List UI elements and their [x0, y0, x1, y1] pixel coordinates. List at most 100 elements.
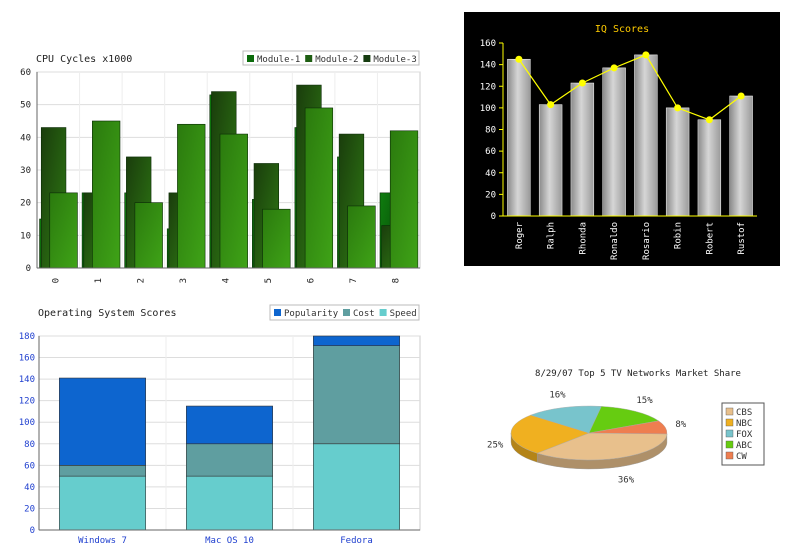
iq-chart-title: IQ Scores — [595, 24, 649, 35]
cpu-y-tick-label: 50 — [20, 101, 31, 111]
iq-series-line — [518, 54, 742, 121]
pie-slice-cw — [588, 420, 668, 435]
cpu-x-tick-label: 8 — [392, 278, 402, 283]
iq-y-tick-label: 0 — [491, 212, 496, 222]
cpu-y-tick-label: 10 — [20, 231, 31, 241]
iq-y-tick-label: 20 — [485, 190, 496, 200]
iq-y-tick-label: 140 — [480, 61, 496, 71]
os-y-tick-label: 20 — [24, 504, 35, 514]
iq-chart-line — [515, 51, 745, 124]
cpu-legend-swatch — [305, 55, 313, 62]
cpu-legend-swatch — [247, 55, 254, 62]
cpu-bar-module-3 — [347, 205, 376, 269]
os-x-tick-label: Mac OS 10 — [205, 536, 254, 546]
iq-y-tick-label: 100 — [480, 104, 496, 114]
cpu-bar-module-3 — [304, 107, 334, 269]
iq-bar — [538, 104, 563, 217]
tv-networks-chart: 8/29/07 Top 5 TV Networks Market Share 3… — [487, 369, 765, 486]
os-x-tick-label: Windows 7 — [78, 536, 127, 546]
cpu-bar-module-3 — [262, 208, 291, 269]
pie-slice-label: 25% — [487, 440, 504, 450]
iq-x-tick-label: Ronaldo — [610, 222, 620, 260]
os-y-tick-label: 0 — [30, 526, 35, 536]
os-bar-popularity — [313, 335, 400, 346]
pie-slice-label: 16% — [549, 390, 566, 400]
cpu-chart-bars — [39, 84, 419, 269]
pie-legend-swatch — [725, 440, 734, 449]
iq-line-point — [578, 79, 586, 87]
os-bar-speed — [313, 443, 400, 531]
cpu-y-tick-label: 40 — [20, 133, 31, 143]
tv-chart-pie: 36% 25% 16% 15% 8% — [487, 390, 687, 485]
pie-legend-label: CW — [736, 452, 747, 462]
os-bar-popularity — [186, 405, 273, 445]
os-bar-cost — [59, 465, 146, 477]
iq-scores-chart: IQ Scores 0 20 40 60 80 100 120 140 160 Roger Ralp… — [464, 12, 780, 266]
os-bar-cost — [186, 443, 273, 477]
os-y-tick-label: 60 — [24, 461, 35, 471]
iq-x-tick-label: Rosario — [642, 222, 652, 260]
cpu-chart-legend: Module-1 Module-2 Module-3 — [242, 50, 420, 66]
os-chart-axes: 0 20 40 60 80 100 120 140 160 180 Windows 7 Mac OS … — [19, 332, 420, 546]
cpu-cycles-chart: CPU Cycles x1000 Module-1 Module-2 Module-… — [20, 50, 421, 283]
pie-legend-swatch — [725, 429, 734, 438]
iq-line-point — [610, 64, 618, 72]
os-y-tick-label: 180 — [19, 332, 35, 342]
os-y-tick-label: 120 — [19, 397, 35, 407]
pie-legend-swatch — [725, 418, 734, 427]
cpu-x-tick-label: 4 — [222, 278, 232, 283]
os-legend-swatch — [274, 309, 281, 316]
iq-x-tick-label: Ralph — [547, 222, 557, 249]
cpu-bar-module-3 — [92, 120, 121, 269]
os-chart-bars — [59, 335, 400, 531]
tv-chart-title: 8/29/07 Top 5 TV Networks Market Share — [535, 369, 741, 379]
cpu-bar-module-3 — [177, 123, 206, 269]
iq-line-point — [705, 116, 713, 124]
pie-legend-swatch — [725, 407, 734, 416]
os-chart-legend: Popularity Cost Speed — [269, 304, 420, 321]
os-y-tick-label: 140 — [19, 375, 35, 385]
pie-slice-label: 15% — [636, 396, 653, 406]
pie-slice-fox — [530, 405, 602, 434]
os-bar-speed — [59, 475, 146, 531]
cpu-chart-axes: 0 10 20 30 40 50 60 0 1 2 3 4 5 6 7 8 — [20, 68, 420, 283]
os-legend-label: Speed — [390, 309, 417, 319]
cpu-y-tick-label: 20 — [20, 199, 31, 209]
cpu-bar-module-3 — [389, 130, 419, 269]
pie-legend-swatch — [725, 451, 734, 460]
pie-slice-nbc — [510, 414, 590, 454]
cpu-y-tick-label: 60 — [20, 68, 31, 78]
cpu-legend-label: Module-1 — [257, 55, 300, 65]
iq-line-point — [515, 55, 523, 63]
cpu-x-tick-label: 5 — [264, 278, 274, 283]
cpu-y-tick-label: 0 — [26, 264, 31, 274]
cpu-bar-module-3 — [219, 133, 248, 269]
iq-x-tick-label: Roger — [515, 221, 525, 249]
pie-legend-label: ABC — [736, 441, 752, 451]
os-legend-swatch — [379, 309, 387, 316]
cpu-x-tick-label: 3 — [179, 278, 189, 283]
iq-chart-bars — [507, 54, 753, 217]
iq-y-tick-label: 120 — [480, 82, 496, 92]
iq-y-tick-label: 60 — [485, 147, 496, 157]
cpu-legend-label: Module-2 — [315, 55, 358, 65]
iq-bar — [729, 95, 753, 217]
iq-bar — [602, 67, 626, 217]
pie-slice-label: 36% — [618, 476, 635, 486]
os-y-tick-label: 80 — [24, 440, 35, 450]
os-bar-cost — [313, 345, 400, 445]
iq-bar — [665, 107, 690, 217]
os-bar-speed — [186, 475, 273, 531]
cpu-chart-title: CPU Cycles x1000 — [36, 54, 132, 65]
iq-bar — [570, 82, 595, 217]
iq-x-tick-label: Rustof — [737, 222, 747, 255]
cpu-x-tick-label: 0 — [51, 278, 61, 283]
iq-bar — [634, 54, 658, 217]
os-bar-popularity — [59, 377, 146, 466]
os-x-tick-label: Fedora — [340, 536, 373, 546]
pie-slice-cbs — [536, 432, 668, 461]
iq-line-point — [737, 92, 745, 100]
cpu-x-tick-label: 7 — [349, 278, 359, 283]
